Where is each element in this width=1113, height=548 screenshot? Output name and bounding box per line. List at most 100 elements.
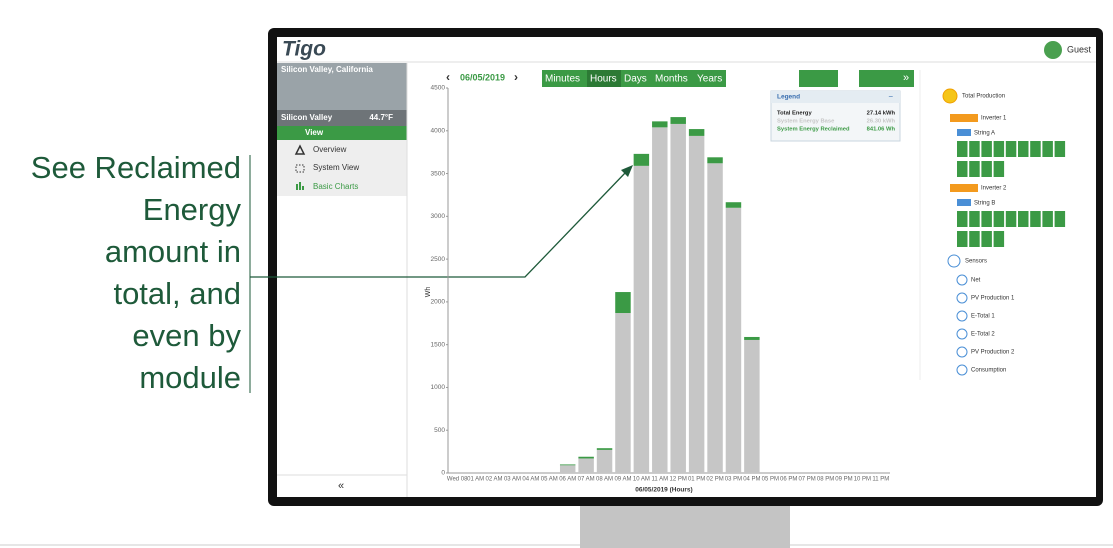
module[interactable] — [1030, 211, 1041, 227]
date[interactable]: 06/05/2019 — [460, 72, 505, 82]
module[interactable] — [969, 141, 980, 157]
bar-segment[interactable] — [652, 121, 668, 128]
module[interactable] — [993, 231, 1005, 247]
more[interactable]: » — [903, 72, 909, 84]
monitor-stand — [580, 506, 790, 548]
x-tick-label: 07 AM — [578, 477, 595, 483]
user-avatar[interactable] — [1044, 41, 1062, 59]
inverter-name[interactable]: Inverter 2 — [981, 186, 1007, 192]
string-name[interactable]: String A — [974, 131, 995, 137]
icon — [295, 164, 305, 173]
legend-entry[interactable]: System Energy Base — [777, 119, 835, 125]
bar-segment[interactable] — [596, 449, 613, 473]
export-tools[interactable] — [859, 70, 914, 87]
bar-segment[interactable] — [559, 464, 576, 466]
callout-line: See Reclaimed — [31, 150, 241, 185]
module[interactable] — [1042, 211, 1053, 227]
bar-segment[interactable] — [633, 165, 650, 473]
bar-segment[interactable] — [744, 336, 760, 340]
module[interactable] — [1054, 141, 1066, 157]
y-tick-label: 2500 — [431, 256, 446, 263]
bar-segment[interactable] — [633, 153, 650, 166]
module[interactable] — [957, 141, 968, 157]
module[interactable] — [1054, 211, 1066, 227]
bar-segment[interactable] — [688, 135, 705, 473]
tab[interactable]: Months — [655, 74, 688, 85]
legend-total-value: 27.14 kWh — [867, 111, 896, 117]
sensor[interactable]: Net — [971, 278, 981, 284]
bar-segment[interactable] — [559, 465, 576, 473]
legend-title: Legend — [777, 94, 800, 101]
bar-segment[interactable] — [725, 207, 742, 473]
sensor-icon — [956, 310, 968, 322]
x-tick-label: 09 AM — [614, 477, 631, 483]
module[interactable] — [981, 231, 992, 247]
callout-line: module — [139, 360, 241, 395]
module[interactable] — [993, 141, 1005, 157]
inverter-name[interactable]: Inverter 1 — [981, 116, 1007, 122]
collapse[interactable]: « — [338, 480, 344, 492]
module[interactable] — [969, 211, 980, 227]
x-tick-label: Wed 08 — [447, 477, 468, 483]
sensor[interactable]: PV Production 1 — [971, 296, 1015, 302]
module[interactable] — [957, 231, 968, 247]
legend-value: 26.30 kWh — [867, 119, 896, 125]
module[interactable] — [993, 211, 1005, 227]
module[interactable] — [1030, 141, 1041, 157]
module[interactable] — [981, 211, 992, 227]
sensors[interactable]: Sensors — [965, 259, 987, 265]
bar-segment[interactable] — [615, 292, 631, 314]
bar-segment[interactable] — [652, 127, 668, 473]
module[interactable] — [1005, 141, 1017, 157]
legend-entry[interactable]: System Energy Reclaimed — [777, 127, 850, 133]
chart-tools[interactable] — [799, 70, 838, 87]
sensor-icon — [956, 274, 968, 286]
bar-segment[interactable] — [707, 163, 723, 474]
module[interactable] — [981, 161, 992, 177]
module[interactable] — [981, 141, 992, 157]
module[interactable] — [1018, 211, 1029, 227]
sun-icon — [942, 88, 958, 104]
bar-segment[interactable] — [578, 458, 594, 473]
sensor[interactable]: PV Production 2 — [971, 350, 1015, 356]
x-tick-label: 11 PM — [872, 477, 889, 483]
bar-segment[interactable] — [578, 456, 594, 459]
bar-segment[interactable] — [596, 448, 613, 450]
module[interactable] — [1042, 141, 1053, 157]
module[interactable] — [1018, 141, 1029, 157]
sensor-icon — [947, 254, 961, 268]
prev[interactable]: ‹ — [446, 70, 450, 84]
legend-toggle[interactable]: − — [888, 92, 893, 101]
menu-item[interactable]: Basic Charts — [313, 182, 358, 191]
tab[interactable]: Years — [697, 74, 722, 85]
tab[interactable]: Hours — [590, 74, 617, 85]
module[interactable] — [957, 161, 968, 177]
sensor[interactable]: Consumption — [971, 368, 1006, 374]
bar-segment[interactable] — [725, 202, 742, 208]
module[interactable] — [957, 211, 968, 227]
next[interactable]: › — [514, 70, 518, 84]
site-name: Silicon Valley, California — [281, 65, 373, 74]
user-name[interactable]: Guest — [1067, 44, 1092, 54]
module[interactable] — [969, 231, 980, 247]
bar-segment[interactable] — [670, 117, 686, 124]
string-name[interactable]: String B — [974, 201, 995, 207]
module[interactable] — [993, 161, 1005, 177]
module[interactable] — [1005, 211, 1017, 227]
logo: Tigo — [282, 38, 326, 61]
menu-item[interactable]: System View — [313, 163, 359, 172]
y-tick-label: 1000 — [431, 384, 446, 391]
bar-segment[interactable] — [670, 123, 686, 473]
x-tick-label: 04 PM — [743, 477, 760, 483]
bar-segment[interactable] — [615, 313, 631, 473]
bar-segment[interactable] — [744, 339, 760, 473]
x-tick-label: 07 PM — [798, 477, 815, 483]
bar-segment[interactable] — [688, 129, 705, 136]
bar-segment[interactable] — [707, 157, 723, 164]
sensor[interactable]: E-Total 1 — [971, 314, 995, 320]
tab[interactable]: Days — [624, 74, 647, 85]
module[interactable] — [969, 161, 980, 177]
sensor[interactable]: E-Total 2 — [971, 332, 995, 338]
tab[interactable]: Minutes — [545, 74, 580, 85]
menu-item[interactable]: Overview — [313, 145, 347, 154]
